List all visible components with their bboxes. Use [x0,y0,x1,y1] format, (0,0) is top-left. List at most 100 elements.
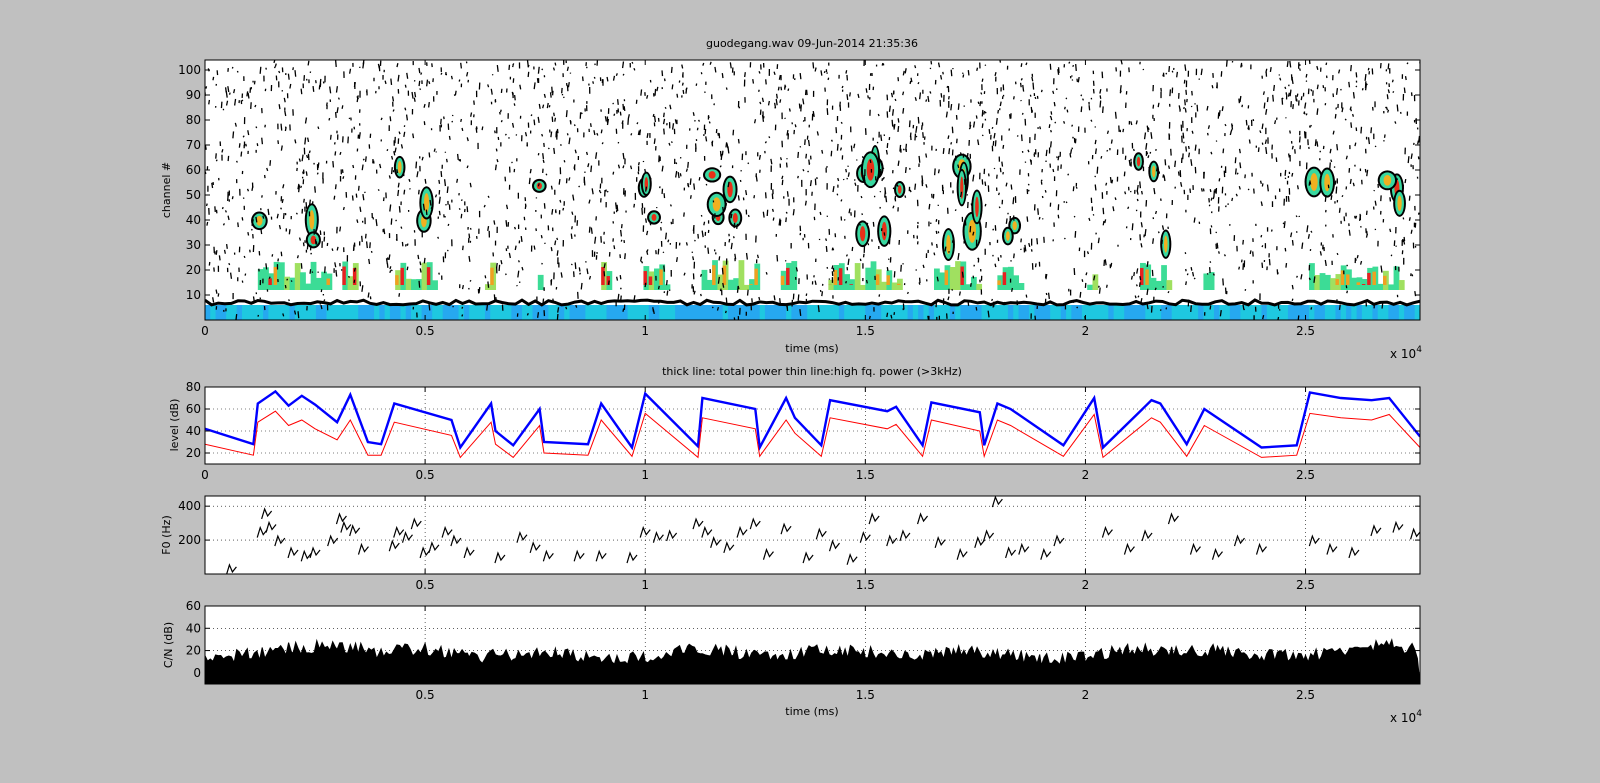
spectrogram-contour [570,233,573,240]
spectrogram-contour [914,183,917,190]
spectrogram-cell [976,305,983,320]
spectrogram-cell [733,278,740,290]
spectrogram-contour [841,85,844,89]
spectrogram-contour [1289,89,1292,97]
f0-grid [205,496,1420,574]
spectrogram-contour [423,257,426,264]
spectrogram-cell [1398,305,1405,320]
spectrogram-cell [833,305,840,320]
spectrogram-contour [915,135,918,138]
spectrogram-contour [430,206,433,210]
spectrogram-contour [737,195,740,201]
spectrogram-contour [799,232,802,236]
spectrogram-contour [646,249,649,252]
spectrogram-cell [205,305,211,320]
spectrogram-contour [972,121,976,128]
spectrogram-contour [781,175,784,180]
spectrogram-contour [977,101,980,105]
spectrogram-contour [1209,189,1212,193]
spectrogram-contour [1063,120,1066,124]
spectrogram-contour [284,284,287,289]
spectrogram-contour [514,245,517,251]
spectrogram-contour [1131,223,1134,231]
spectrogram-contour [379,163,382,169]
spectrogram-contour [984,111,987,114]
spectrogram-contour [332,160,335,168]
spectrogram-contour [606,76,609,82]
f0-ytick-label: 200 [178,533,201,547]
spectrogram-contour [897,118,900,123]
spectrogram-contour [388,254,391,260]
spectrogram-cell [1309,263,1315,290]
spectrogram-contour [1261,245,1264,248]
spectrogram-contour [405,114,409,121]
f0-point [309,546,321,559]
spectrogram-contour [508,252,511,259]
spectrogram-contour [353,82,356,88]
spectrogram-cell [479,305,486,320]
f0-point [388,539,400,552]
spectrogram-contour [556,250,559,256]
spectrogram-contour [896,184,899,187]
spectrogram-contour [447,223,450,227]
spectrogram-cell [975,196,979,218]
spectrogram-contour [612,75,616,81]
spectrogram-contour [400,144,404,149]
spectrogram-contour [323,299,326,302]
spectrogram-contour [391,96,395,102]
spectrogram-contour [718,256,721,261]
spectrogram-contour [361,235,363,242]
level-xtick-label: 1 [641,468,649,482]
spectrogram-contour [309,269,312,274]
spectrogram-contour [786,129,789,136]
f0-point [1005,546,1017,559]
spectrogram-cell [537,305,544,320]
spectrogram-cell [569,305,576,320]
spectrogram-contour [1050,116,1053,121]
spectrogram-contour [400,226,403,229]
cn-xlabel: time (ms) [785,705,838,718]
spectrogram-cell [310,261,317,290]
spectrogram-contour [334,60,337,67]
spectrogram-contour [1259,180,1262,184]
spectrogram-cell [395,305,401,320]
spectrogram-contour [512,63,515,66]
spectrogram-contour [590,227,593,234]
spectrogram-cell [337,305,343,320]
spectrogram-cell [1372,305,1379,320]
spectrogram-contour [719,288,722,292]
spectrogram-cell [907,305,914,320]
spectrogram-contour [1234,168,1237,175]
spectrogram-x-exponent-power: 4 [1416,345,1422,355]
spectrogram-contour [948,148,951,155]
spectrogram-contour [1068,61,1071,64]
f0-point [335,512,347,525]
spectrogram-contour [1045,292,1048,296]
spectrogram-contour [1287,153,1290,158]
spectrogram-contour [633,67,636,71]
spectrogram-contour [1190,266,1193,271]
spectrogram-cell [1356,305,1363,320]
spectrogram-contour [1198,78,1201,80]
spectrogram-cell [426,305,433,320]
spectrogram-contour [553,147,556,154]
spectrogram-contour [496,159,499,163]
spectrogram-contour [1361,88,1364,91]
spectrogram-cell [1018,305,1025,320]
f0-point [1018,542,1030,555]
spectrogram-contour [1105,182,1108,186]
spectrogram-contour [433,148,436,152]
spectrogram-contour [816,131,819,136]
spectrogram-contour [887,258,890,261]
spectrogram-contour [950,142,953,145]
spectrogram-contour [1287,92,1290,97]
spectrogram-contour [490,88,493,95]
spectrogram-cell [543,305,549,320]
spectrogram-contour [548,104,551,108]
spectrogram-contour [1273,84,1276,92]
spectrogram-cell [215,305,222,320]
spectrogram-contour [298,237,302,241]
spectrogram-contour [981,78,984,82]
